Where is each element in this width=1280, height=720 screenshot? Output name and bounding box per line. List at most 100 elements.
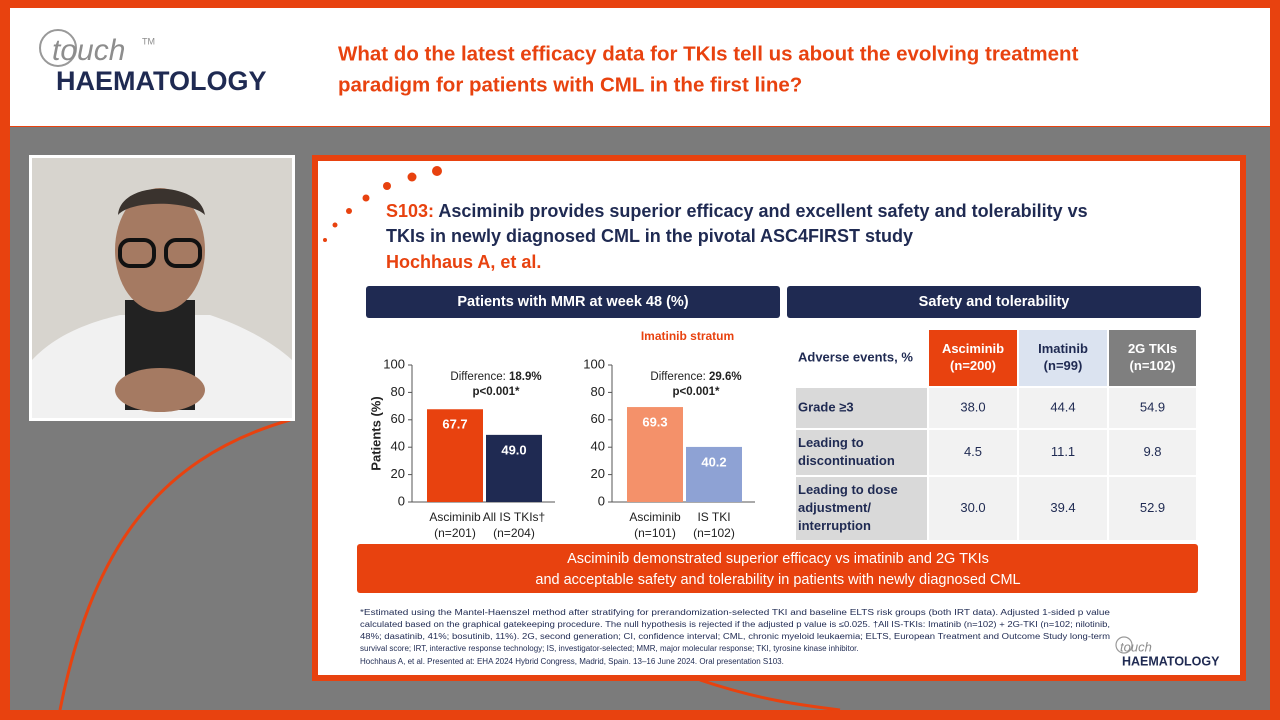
slide-title-prefix: S103: <box>386 201 434 221</box>
panel-title: Safety and tolerability <box>919 294 1070 310</box>
cell-value: 54.9 <box>1140 399 1165 414</box>
header-cell <box>929 330 1017 386</box>
value-label: 49.0 <box>501 442 526 457</box>
reference: Hochhaus A, et al. Presented at: EHA 202… <box>360 657 784 666</box>
person-head <box>115 188 205 312</box>
cell-value: 30.0 <box>960 500 985 515</box>
decor-dot <box>407 172 417 182</box>
y-tick-label: 40 <box>591 439 605 454</box>
glasses <box>118 238 156 268</box>
cell-value: 11.1 <box>1051 444 1075 459</box>
header-text: 2G TKIs <box>1128 341 1177 356</box>
panel-title: Patients with MMR at week 48 (%) <box>457 294 688 310</box>
slide-title: S103: Asciminib provides superior effica… <box>386 201 1088 221</box>
row-label: adjustment/ <box>798 500 871 515</box>
value-label: 67.7 <box>442 417 467 432</box>
header-text: (n=102) <box>1130 358 1176 373</box>
chart-subtitle: Imatinib stratum <box>641 329 734 343</box>
annotation-p: p<0.001* <box>673 386 721 398</box>
value-label: 69.3 <box>642 414 667 429</box>
cell-value: 39.4 <box>1050 500 1075 515</box>
y-tick-label: 0 <box>398 493 405 508</box>
header-cell <box>1019 330 1107 386</box>
cell-value: 52.9 <box>1140 500 1165 515</box>
y-tick-label: 20 <box>591 466 605 481</box>
banner-text: and acceptable safety and tolerability i… <box>535 572 1020 588</box>
banner-text: Asciminib demonstrated superior efficacy… <box>567 551 989 567</box>
small-logo-globe <box>1115 636 1133 654</box>
x-tick-label: IS TKI <box>697 510 730 524</box>
data-cell <box>1019 477 1107 540</box>
data-cell <box>929 430 1017 475</box>
decor-dot <box>432 166 442 176</box>
bar <box>486 434 542 502</box>
row-label: discontinuation <box>798 453 895 468</box>
footnote: calculated based on the graphical gateke… <box>360 620 1110 629</box>
small-logo-word: touch <box>1120 639 1152 654</box>
row-label: Grade ≥3 <box>798 399 854 414</box>
person-hands <box>115 368 205 412</box>
y-tick-label: 40 <box>391 439 405 454</box>
decor-dot <box>383 182 391 190</box>
cell-value: 44.4 <box>1050 399 1075 414</box>
x-tick-label: Asciminib <box>429 510 481 524</box>
annotation: Difference: 29.6% <box>650 371 741 383</box>
decor-dot <box>362 194 370 202</box>
slide-authors: Hochhaus A, et al. <box>386 252 541 272</box>
annotation-label: Difference: <box>650 371 709 383</box>
row-label: Leading to dose <box>798 482 898 497</box>
x-tick-note: (n=204) <box>493 526 535 540</box>
header-text: (n=99) <box>1044 358 1083 373</box>
annotation-label: Difference: <box>450 371 509 383</box>
y-tick-label: 80 <box>391 384 405 399</box>
y-tick-label: 0 <box>598 493 605 508</box>
y-tick-label: 60 <box>391 411 405 426</box>
y-tick-label: 20 <box>391 466 405 481</box>
logo-globe <box>39 29 77 67</box>
x-tick-note: (n=101) <box>634 526 676 540</box>
y-tick-label: 100 <box>383 356 405 371</box>
annotation: Difference: 18.9% <box>450 371 541 383</box>
data-cell <box>1109 430 1196 475</box>
decor-dot <box>346 208 352 214</box>
header-cell <box>796 330 927 386</box>
header-bar <box>10 8 1270 126</box>
y-tick-label: 60 <box>591 411 605 426</box>
y-tick-label: 80 <box>591 384 605 399</box>
x-tick-label: Asciminib <box>629 510 681 524</box>
annotation-p: p<0.001* <box>473 386 521 398</box>
glasses <box>164 238 202 268</box>
decor-curve <box>58 418 291 711</box>
data-cell <box>1109 388 1196 428</box>
x-tick-note: (n=201) <box>434 526 476 540</box>
bar <box>427 409 483 502</box>
small-logo-brand: HAEMATOLOGY <box>1122 654 1220 668</box>
value-label: 40.2 <box>701 454 726 469</box>
y-tick-label: 100 <box>583 356 605 371</box>
cell-value: 9.8 <box>1143 444 1161 459</box>
banner <box>357 544 1198 593</box>
data-cell <box>929 388 1017 428</box>
cell-value: 38.0 <box>960 399 985 414</box>
header-title: What do the latest efficacy data for TKI… <box>338 42 1079 65</box>
annotation-value: 29.6% <box>709 371 742 383</box>
ae-table: Adverse events, % Asciminib (n=200) Imatini… <box>796 330 1196 540</box>
footnote: *Estimated using the Mantel-Haenszel met… <box>360 608 1111 617</box>
header-cell <box>1109 330 1196 386</box>
cell-value: 4.5 <box>964 444 982 459</box>
logo-brand: HAEMATOLOGY <box>56 66 267 96</box>
data-cell <box>929 477 1017 540</box>
data-cell <box>1019 430 1107 475</box>
annotation-value: 18.9% <box>509 371 542 383</box>
panel-header <box>366 286 780 318</box>
decor-curve <box>699 678 841 712</box>
x-tick-note: (n=102) <box>693 526 735 540</box>
header-title: paradigm for patients with CML in the fi… <box>338 73 802 96</box>
logo-word: touch <box>52 34 125 67</box>
header-text: Adverse events, % <box>798 349 913 364</box>
header-text: Imatinib <box>1038 341 1088 356</box>
row-label-cell <box>796 477 927 540</box>
row-label-cell <box>796 388 927 428</box>
